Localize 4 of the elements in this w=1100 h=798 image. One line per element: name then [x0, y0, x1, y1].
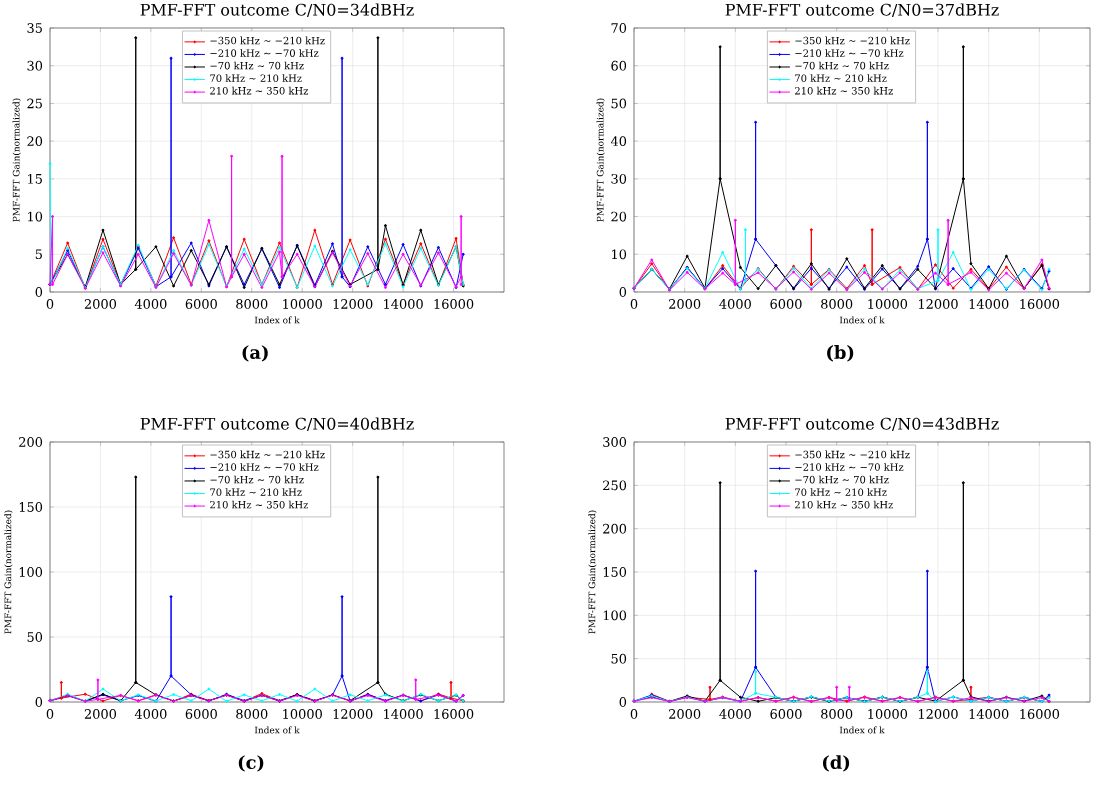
text: (c) [238, 755, 264, 772]
text: (a) [242, 345, 268, 362]
text: (b) [827, 345, 854, 362]
text: (d) [823, 755, 850, 772]
